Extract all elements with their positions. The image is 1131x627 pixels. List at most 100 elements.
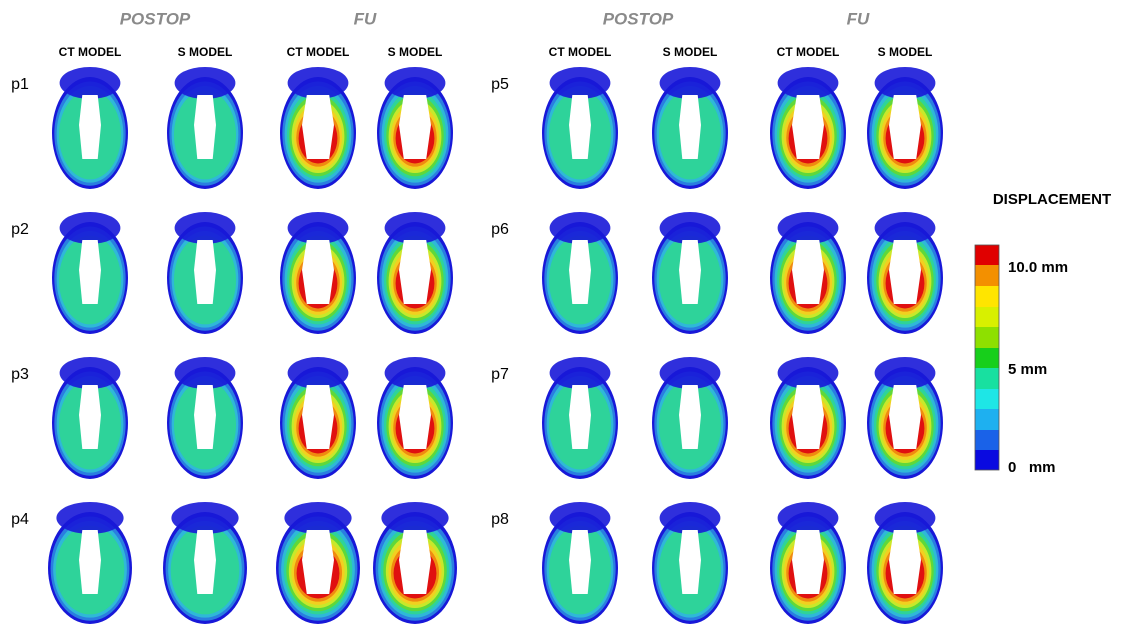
skull-map [373, 502, 457, 624]
suture-gap [79, 385, 101, 449]
suture-gap [569, 240, 591, 304]
skull-map [770, 357, 846, 479]
skull-map [48, 502, 132, 624]
column-label: CT MODEL [59, 45, 122, 59]
skull-map [167, 357, 243, 479]
skull-map [867, 357, 943, 479]
skull-top [549, 212, 611, 244]
suture-gap [302, 95, 334, 159]
legend-label: 10.0 mm [1008, 259, 1068, 276]
suture-gap [302, 385, 334, 449]
suture-gap [792, 530, 824, 594]
colorbar-segment [975, 368, 999, 389]
skull-top [384, 212, 446, 244]
skull-top [549, 67, 611, 99]
skull-top [59, 212, 121, 244]
column-label: S MODEL [878, 45, 933, 59]
skull-top [659, 212, 721, 244]
skull-top [284, 502, 352, 534]
row-label: p6 [491, 221, 509, 238]
colorbar-segment [975, 409, 999, 430]
skull-top [874, 67, 936, 99]
column-label: CT MODEL [287, 45, 350, 59]
skull-top [59, 357, 121, 389]
suture-gap [399, 95, 431, 159]
skull-top [287, 67, 349, 99]
skull-map [280, 212, 356, 334]
skull-top [174, 357, 236, 389]
group-title: FU [847, 9, 870, 28]
skull-top [384, 357, 446, 389]
skull-map [167, 67, 243, 189]
skull-map [167, 212, 243, 334]
suture-gap [194, 95, 216, 159]
suture-gap [679, 240, 701, 304]
suture-gap [792, 240, 824, 304]
colorbar-segment [975, 348, 999, 368]
skull-top [381, 502, 449, 534]
suture-gap [79, 240, 101, 304]
skull-top [874, 212, 936, 244]
skull-map [276, 502, 360, 624]
skull-map [542, 502, 618, 624]
skull-map [542, 357, 618, 479]
row-label: p1 [11, 76, 29, 93]
suture-gap [194, 240, 216, 304]
group-title: POSTOP [603, 9, 674, 28]
row-label: p5 [491, 76, 509, 93]
skull-map [377, 212, 453, 334]
suture-gap [569, 385, 591, 449]
colorbar-segment [975, 265, 999, 286]
legend-label: 0 mm [1008, 459, 1056, 476]
suture-gap [889, 530, 921, 594]
skull-top [287, 357, 349, 389]
suture-gap [569, 530, 591, 594]
skull-top [56, 502, 124, 534]
group-title: FU [354, 9, 377, 28]
colorbar-segment [975, 327, 999, 348]
suture-gap [679, 530, 701, 594]
skull-map [652, 502, 728, 624]
suture-gap [889, 240, 921, 304]
skull-map [652, 67, 728, 189]
skull-top [777, 212, 839, 244]
skull-map [52, 357, 128, 479]
column-label: S MODEL [663, 45, 718, 59]
skull-top [874, 357, 936, 389]
suture-gap [399, 530, 431, 594]
skull-map [280, 357, 356, 479]
legend-label: 5 mm [1008, 361, 1047, 378]
suture-gap [679, 95, 701, 159]
suture-gap [79, 530, 101, 594]
colorbar-frame [974, 244, 1000, 471]
suture-gap [792, 95, 824, 159]
column-label: S MODEL [178, 45, 233, 59]
skull-top [659, 67, 721, 99]
column-label: CT MODEL [777, 45, 840, 59]
skull-map [52, 212, 128, 334]
group-title: POSTOP [120, 9, 191, 28]
colorbar-segment [975, 245, 999, 265]
skull-top [287, 212, 349, 244]
suture-gap [302, 530, 334, 594]
row-label: p8 [491, 511, 509, 528]
skull-top [549, 502, 611, 534]
skull-map [652, 357, 728, 479]
row-label: p7 [491, 366, 509, 383]
suture-gap [399, 240, 431, 304]
column-label: CT MODEL [549, 45, 612, 59]
skull-map [542, 67, 618, 189]
skull-map [770, 212, 846, 334]
row-label: p2 [11, 221, 29, 238]
skull-top [171, 502, 239, 534]
colorbar-segment [975, 389, 999, 409]
row-label: p3 [11, 366, 29, 383]
skull-top [777, 357, 839, 389]
suture-gap [569, 95, 591, 159]
suture-gap [792, 385, 824, 449]
skull-map [52, 67, 128, 189]
skull-map [867, 502, 943, 624]
legend-title: DISPLACEMENT [993, 191, 1111, 208]
skull-map [867, 67, 943, 189]
